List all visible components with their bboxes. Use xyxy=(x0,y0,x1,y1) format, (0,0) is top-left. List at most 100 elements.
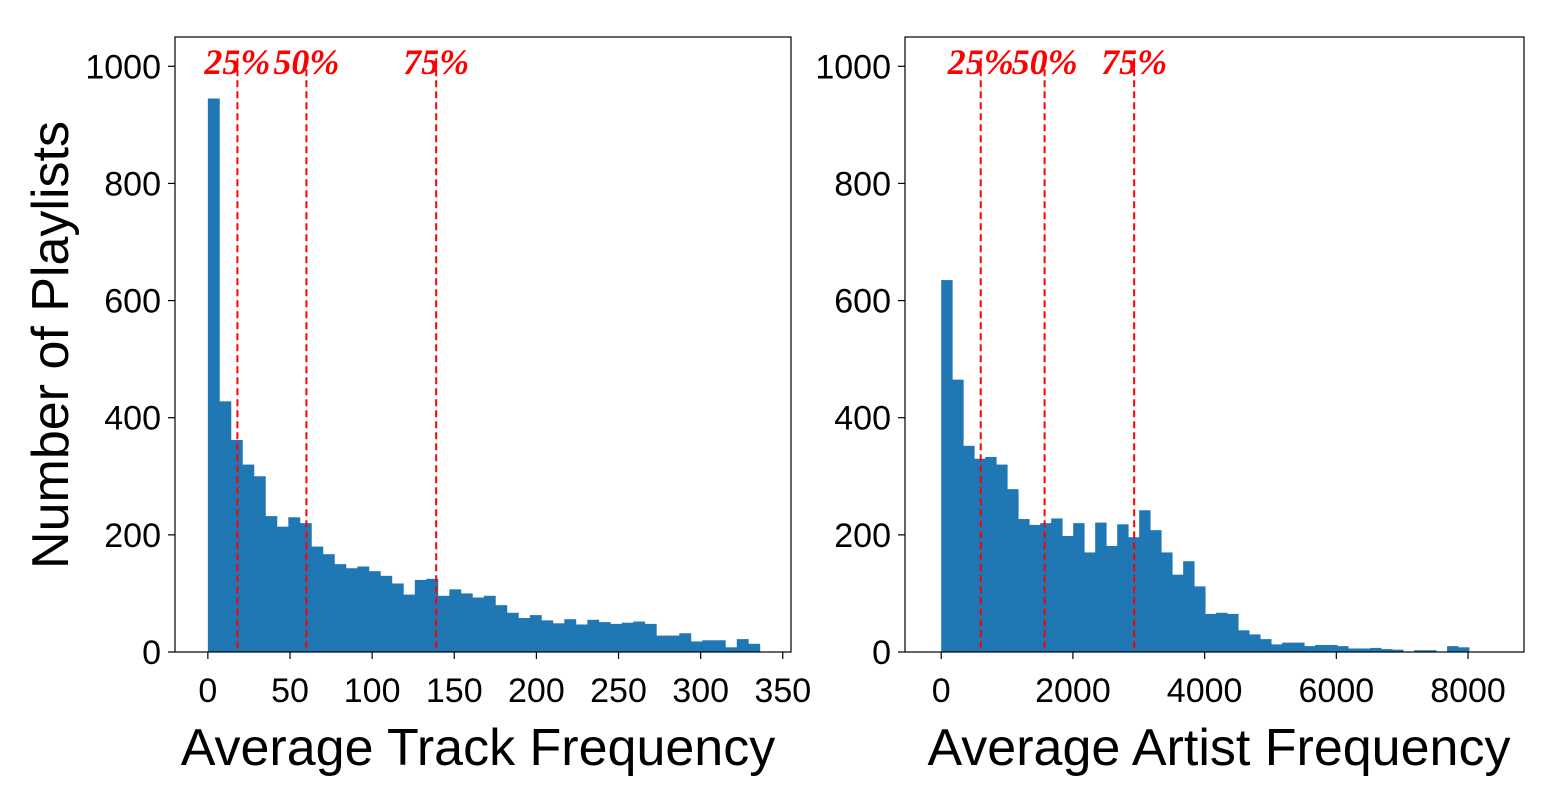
histogram-bar xyxy=(1414,650,1426,652)
histogram-bar xyxy=(1139,510,1151,652)
histogram-bar xyxy=(1073,523,1085,652)
histogram-bar xyxy=(1260,639,1272,652)
x-tick-label: 50 xyxy=(271,672,309,710)
plot-frame xyxy=(174,36,792,653)
histogram-bar xyxy=(449,589,462,652)
histogram-bar xyxy=(564,619,577,652)
histogram-bar xyxy=(495,605,508,652)
quantile-label: 50% xyxy=(1012,42,1078,82)
artist-frequency-panel: 25%50% 75% 0 2000 4000 6000 8000 0 200 400 600 800 1… xyxy=(815,36,1525,777)
x-axis-title: Average Artist Frequency xyxy=(928,719,1511,777)
quantile-label: 75% xyxy=(1101,42,1167,82)
y-tick-label: 0 xyxy=(142,634,161,672)
quantile-label: 25% xyxy=(947,42,1014,82)
histogram-bar xyxy=(403,594,416,652)
plot-frame xyxy=(904,36,1525,653)
histogram-bar xyxy=(1205,613,1217,652)
histogram-bar xyxy=(748,643,761,652)
histogram-bar xyxy=(725,647,738,652)
histogram-bar xyxy=(679,633,692,652)
histogram-bar xyxy=(1392,649,1404,652)
histogram-bar xyxy=(587,619,600,652)
histogram-bar xyxy=(1040,523,1052,652)
histogram-bar xyxy=(518,618,531,652)
histogram-bar xyxy=(713,640,726,652)
histogram-bar xyxy=(996,464,1008,652)
y-tick-label: 200 xyxy=(104,517,161,555)
histogram-bar xyxy=(207,98,220,652)
y-tick-label: 800 xyxy=(104,165,161,203)
histogram-bar xyxy=(483,595,496,652)
histogram-bar xyxy=(322,554,335,652)
histogram-bar xyxy=(1337,646,1349,652)
histogram-bar xyxy=(644,623,657,652)
histogram-bar xyxy=(380,575,393,652)
histogram-bar xyxy=(1238,630,1250,652)
histogram-bar xyxy=(1095,522,1107,652)
histogram-bar xyxy=(219,401,232,652)
histogram-bar xyxy=(242,464,255,652)
histogram-bar xyxy=(1348,648,1360,652)
histogram-bar xyxy=(1293,642,1305,652)
x-axis-title: Average Track Frequency xyxy=(181,719,775,777)
histogram-bar xyxy=(437,595,450,652)
y-tick-label: 400 xyxy=(104,400,161,438)
y-tick-label: 200 xyxy=(834,517,891,555)
histogram-bar xyxy=(391,583,404,652)
histogram-bar xyxy=(1106,545,1118,652)
y-tick-label: 1000 xyxy=(815,48,891,86)
histogram-bar xyxy=(610,623,623,652)
x-tick-label: 150 xyxy=(426,672,483,710)
histogram-bar xyxy=(311,546,324,652)
histogram-bar xyxy=(1172,574,1184,652)
x-tick-label: 300 xyxy=(672,672,729,710)
x-tick-label: 6000 xyxy=(1299,672,1375,710)
histogram-bar xyxy=(1447,646,1459,652)
histogram-bar xyxy=(529,615,542,652)
histogram-bar xyxy=(1128,537,1140,652)
y-tick-label: 600 xyxy=(104,283,161,321)
histogram-bar xyxy=(1018,519,1030,652)
histogram-bar xyxy=(736,639,749,652)
histogram-bar xyxy=(276,526,289,652)
histogram-bar xyxy=(1359,648,1371,652)
histogram-bar xyxy=(460,593,473,652)
x-tick-label: 4000 xyxy=(1167,672,1243,710)
x-tick-label: 2000 xyxy=(1035,672,1111,710)
histogram-bar xyxy=(1183,561,1195,652)
y-tick-label: 600 xyxy=(834,283,891,321)
histogram-bar xyxy=(1304,646,1316,652)
histogram-bar xyxy=(690,641,703,652)
histogram-bar xyxy=(472,597,485,652)
histogram-bar xyxy=(1326,644,1338,652)
histogram-bar xyxy=(1227,613,1239,652)
track-frequency-panel: 25% 50% 75% 0 50 100 150 200 250 300 350 0 200 400 600… xyxy=(22,36,811,777)
histogram-bar xyxy=(506,612,519,652)
histogram-bar xyxy=(288,517,301,652)
histogram-bar xyxy=(334,564,347,652)
y-axis-title: Number of Playlists xyxy=(22,121,80,569)
x-tick-label: 0 xyxy=(198,672,217,710)
histogram-bar xyxy=(1150,530,1162,652)
histogram-bar xyxy=(656,635,669,652)
x-tick-label: 250 xyxy=(590,672,647,710)
histogram-bar xyxy=(1117,524,1129,652)
quantile-label: 50% xyxy=(273,42,339,82)
x-tick-label: 0 xyxy=(932,672,951,710)
histogram-bar xyxy=(941,280,953,652)
histogram-bar xyxy=(667,635,680,652)
y-tick-label: 0 xyxy=(872,634,891,672)
histogram-bar xyxy=(1084,552,1096,652)
y-tick-label: 1000 xyxy=(85,48,161,86)
histogram-bar xyxy=(702,640,715,652)
histogram-bar xyxy=(1249,634,1261,652)
histogram-bar xyxy=(357,566,370,652)
x-tick-label: 350 xyxy=(754,672,811,710)
y-tick-label: 800 xyxy=(834,165,891,203)
histogram-bar xyxy=(1161,552,1173,652)
histogram-bar xyxy=(426,578,439,652)
histogram-bar xyxy=(633,621,646,652)
histogram-bar xyxy=(621,622,634,652)
histogram-bar xyxy=(1216,612,1228,652)
